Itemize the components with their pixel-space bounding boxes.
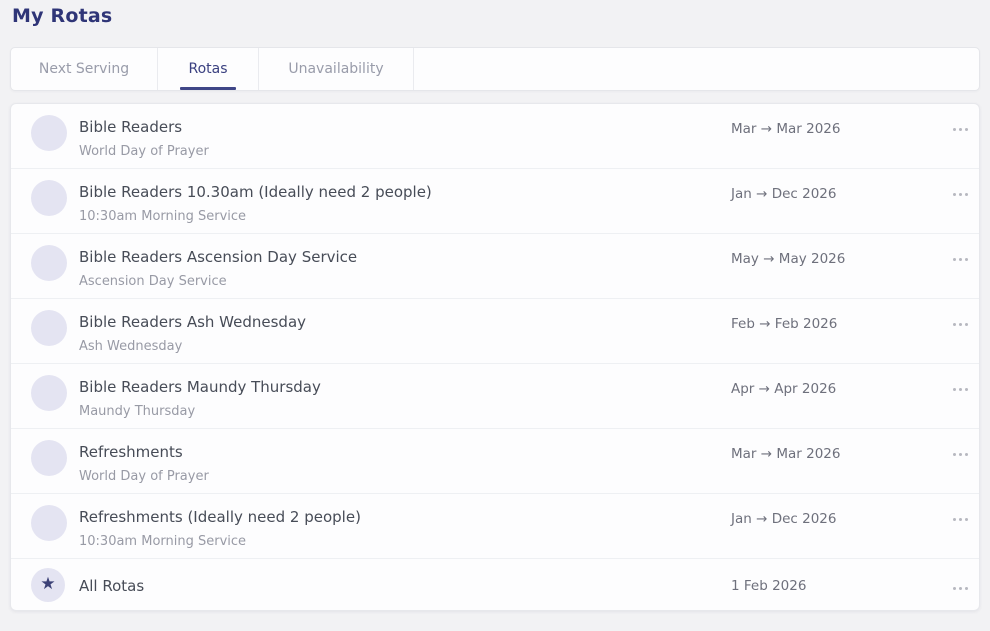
ellipsis-icon[interactable] bbox=[951, 585, 970, 592]
ellipsis-icon[interactable] bbox=[951, 191, 970, 198]
rota-list: Bible Readers World Day of Prayer Mar → … bbox=[11, 104, 979, 558]
rota-date-range: Feb → Feb 2026 bbox=[731, 316, 838, 332]
rota-avatar bbox=[31, 245, 67, 281]
rota-list-item[interactable]: Bible Readers Ash Wednesday Ash Wednesda… bbox=[11, 298, 979, 363]
rota-list-item[interactable]: Bible Readers 10.30am (Ideally need 2 pe… bbox=[11, 168, 979, 233]
page-title: My Rotas bbox=[12, 5, 113, 27]
star-icon: ★ bbox=[40, 573, 56, 594]
ellipsis-icon[interactable] bbox=[951, 516, 970, 523]
list-item-all-rotas[interactable]: ★ All Rotas 1 Feb 2026 bbox=[11, 558, 979, 610]
ellipsis-icon[interactable] bbox=[951, 386, 970, 393]
ellipsis-icon[interactable] bbox=[951, 321, 970, 328]
rota-subtitle: Ash Wednesday bbox=[79, 339, 183, 354]
tab-unavailability[interactable]: Unavailability bbox=[259, 48, 414, 90]
rota-title: Refreshments bbox=[79, 443, 183, 461]
rota-list-card: Bible Readers World Day of Prayer Mar → … bbox=[10, 103, 980, 611]
rota-title: Bible Readers Maundy Thursday bbox=[79, 378, 321, 396]
rota-avatar bbox=[31, 310, 67, 346]
rota-list-item[interactable]: Refreshments World Day of Prayer Mar → M… bbox=[11, 428, 979, 493]
rota-title: Bible Readers Ash Wednesday bbox=[79, 313, 307, 331]
rota-list-item[interactable]: Bible Readers Maundy Thursday Maundy Thu… bbox=[11, 363, 979, 428]
rota-subtitle: World Day of Prayer bbox=[79, 144, 209, 159]
tab-label: Next Serving bbox=[38, 61, 130, 77]
tab-next-serving[interactable]: Next Serving bbox=[11, 48, 158, 90]
rota-date-range: Jan → Dec 2026 bbox=[731, 511, 837, 527]
rota-date-range: Apr → Apr 2026 bbox=[731, 381, 837, 397]
rota-subtitle: World Day of Prayer bbox=[79, 469, 209, 484]
rota-avatar bbox=[31, 115, 67, 151]
rota-list-item[interactable]: Bible Readers World Day of Prayer Mar → … bbox=[11, 104, 979, 168]
active-tab-indicator bbox=[180, 87, 236, 90]
tab-rotas[interactable]: Rotas bbox=[158, 48, 259, 90]
ellipsis-icon[interactable] bbox=[951, 126, 970, 133]
tab-bar: Next Serving Rotas Unavailability bbox=[10, 47, 980, 91]
all-rotas-avatar: ★ bbox=[31, 568, 65, 602]
rota-avatar bbox=[31, 375, 67, 411]
rota-avatar bbox=[31, 180, 67, 216]
rota-date-range: Jan → Dec 2026 bbox=[731, 186, 837, 202]
rota-date-range: Mar → Mar 2026 bbox=[731, 121, 841, 137]
all-rotas-label: All Rotas bbox=[79, 577, 145, 595]
tab-label: Rotas bbox=[188, 61, 228, 77]
all-rotas-date: 1 Feb 2026 bbox=[731, 578, 807, 594]
rota-title: Bible Readers Ascension Day Service bbox=[79, 248, 358, 266]
rota-avatar bbox=[31, 505, 67, 541]
rota-list-item[interactable]: Refreshments (Ideally need 2 people) 10:… bbox=[11, 493, 979, 558]
rota-subtitle: 10:30am Morning Service bbox=[79, 209, 247, 224]
rota-title: Bible Readers 10.30am (Ideally need 2 pe… bbox=[79, 183, 432, 201]
rota-title: Bible Readers bbox=[79, 118, 183, 136]
rota-subtitle: 10:30am Morning Service bbox=[79, 534, 247, 549]
rota-subtitle: Maundy Thursday bbox=[79, 404, 196, 419]
ellipsis-icon[interactable] bbox=[951, 451, 970, 458]
tab-label: Unavailability bbox=[288, 61, 384, 77]
ellipsis-icon[interactable] bbox=[951, 256, 970, 263]
rota-title: Refreshments (Ideally need 2 people) bbox=[79, 508, 361, 526]
rota-subtitle: Ascension Day Service bbox=[79, 274, 227, 289]
rota-date-range: Mar → Mar 2026 bbox=[731, 446, 841, 462]
rota-avatar bbox=[31, 440, 67, 476]
rota-list-item[interactable]: Bible Readers Ascension Day Service Asce… bbox=[11, 233, 979, 298]
rota-date-range: May → May 2026 bbox=[731, 251, 846, 267]
